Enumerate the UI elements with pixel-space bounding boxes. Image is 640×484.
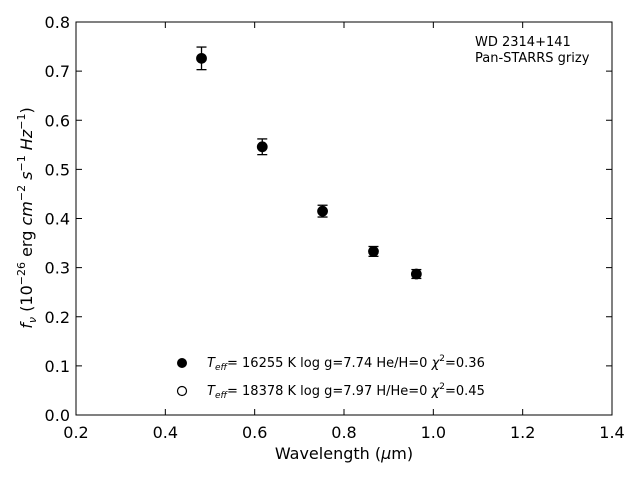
y-tick-label: 0.2: [45, 308, 70, 327]
legend-entry-1: Teff= 16255 K log g=7.74 He/H=0 χ2=0.36: [207, 354, 485, 373]
x-axis: 0.2 0.4 0.6 0.8 1.0 1.2 1.4: [63, 22, 625, 442]
annotation-survey: Pan-STARRS grizy: [475, 51, 590, 66]
y-tick-label: 0.6: [45, 111, 70, 130]
y-tick-label: 0.4: [45, 210, 70, 229]
y-tick-label: 0.1: [45, 357, 70, 376]
x-tick-label: 1.2: [510, 423, 535, 442]
data-point: [410, 268, 422, 280]
data-point: [256, 141, 268, 153]
y-tick-label: 0.8: [45, 13, 70, 32]
annotation-star-name: WD 2314+141: [475, 35, 571, 50]
y-tick-label: 0.5: [45, 160, 70, 179]
y-tick-label: 0.0: [45, 406, 70, 425]
x-tick-label: 1.4: [599, 423, 624, 442]
legend-entry-2: Teff= 18378 K log g=7.97 H/He=0 χ2=0.45: [207, 382, 485, 401]
data-points: [196, 46, 422, 280]
data-point: [368, 246, 379, 257]
data-point: [317, 205, 328, 217]
x-tick-label: 0.8: [331, 423, 356, 442]
legend-marker-open: [176, 385, 188, 397]
y-tick-label: 0.3: [45, 259, 70, 278]
x-tick-label: 0.2: [63, 423, 88, 442]
legend: Teff= 16255 K log g=7.74 He/H=0 χ2=0.36 …: [176, 354, 485, 401]
y-axis: 0.0 0.1 0.2 0.3 0.4 0.5 0.6 0.7 0.8: [45, 13, 612, 425]
legend-marker-filled: [177, 358, 187, 368]
x-tick-label: 1.0: [421, 423, 446, 442]
y-axis-label: fν (10−26 erg cm−2 s−1 Hz−1): [15, 107, 39, 328]
x-tick-label: 0.4: [153, 423, 178, 442]
x-axis-label: Wavelength (μm): [275, 444, 413, 463]
data-point: [196, 52, 207, 64]
x-tick-label: 0.6: [242, 423, 267, 442]
y-tick-label: 0.7: [45, 62, 70, 81]
